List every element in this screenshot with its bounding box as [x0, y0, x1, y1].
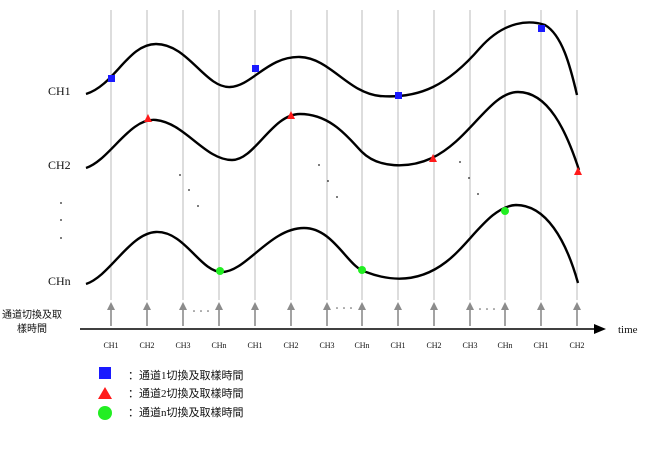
sampling-arrow — [537, 302, 545, 326]
chn-sample-marker — [216, 267, 224, 275]
legend-text-ch2: ：通道2切換及取樣時間 — [128, 386, 244, 400]
tick-label: CHn — [211, 341, 226, 350]
sampling-arrow — [466, 302, 474, 326]
ch1-sample-marker — [252, 65, 259, 72]
channel-ellipsis-dots — [60, 202, 62, 239]
tick-label: CHn — [354, 341, 369, 350]
sampling-arrow — [323, 302, 331, 326]
sampling-arrow — [430, 302, 438, 326]
diagonal-ellipsis-dots — [179, 161, 479, 207]
channel-label-ch1: CH1 — [48, 84, 71, 98]
legend-item-ch1: ：通道1切換及取樣時間 — [99, 367, 244, 382]
tick-label: CH1 — [533, 341, 548, 350]
ch1-sample-marker — [395, 92, 402, 99]
tick-label: CH3 — [175, 341, 190, 350]
legend-square-icon — [99, 367, 111, 379]
switch-sample-time-label: 通道切換及取 — [2, 308, 62, 321]
legend-circle-icon — [98, 406, 112, 420]
sampling-arrows — [107, 302, 581, 326]
sampling-arrow — [573, 302, 581, 326]
legend-item-chn: ：通道n切換及取樣時間 — [98, 405, 244, 420]
sampling-arrow — [143, 302, 151, 326]
tick-label: CH2 — [426, 341, 441, 350]
tick-label: CH2 — [569, 341, 584, 350]
ch1-sample-marker — [108, 75, 115, 82]
sampling-arrow — [215, 302, 223, 326]
ch2-sample-marker — [287, 111, 295, 119]
sampling-arrow — [501, 302, 509, 326]
tick-label: CH3 — [319, 341, 334, 350]
tick-label: CH3 — [462, 341, 477, 350]
tick-label: CH2 — [283, 341, 298, 350]
legend-text-ch1: ：通道1切換及取樣時間 — [128, 368, 244, 382]
channel-label-ch2: CH2 — [48, 158, 71, 172]
ch1-waveform — [85, 21, 579, 98]
ch1-sample-marker — [538, 25, 545, 32]
sampling-arrow — [287, 302, 295, 326]
chn-sample-marker — [358, 266, 366, 274]
legend-triangle-icon — [98, 387, 112, 399]
ch2-sample-marker — [144, 114, 152, 122]
legend-text-chn: ：通道n切換及取樣時間 — [128, 405, 244, 419]
sampling-arrow — [179, 302, 187, 326]
time-axis-tick-labels: CH1 CH2 CH3 CHn CH1 CH2 CH3 CHn CH1 CH2 … — [103, 341, 584, 350]
switch-sample-time-label: 樣時間 — [17, 322, 47, 335]
tick-label: CH1 — [103, 341, 118, 350]
tick-label: CH1 — [247, 341, 262, 350]
tick-label: CH2 — [139, 341, 154, 350]
legend-item-ch2: ：通道2切換及取樣時間 — [98, 386, 244, 400]
chn-sample-marker — [501, 207, 509, 215]
tick-label: CH1 — [390, 341, 405, 350]
sampling-arrow — [358, 302, 366, 326]
time-axis-label: time — [618, 324, 638, 336]
time-axis — [80, 324, 606, 334]
sampling-arrow — [107, 302, 115, 326]
legend: ：通道1切換及取樣時間 ：通道2切換及取樣時間 ：通道n切換及取樣時間 — [98, 367, 244, 420]
sampling-arrow — [251, 302, 259, 326]
sampling-arrow — [394, 302, 402, 326]
arrow-ellipsis-dots — [193, 307, 495, 312]
tick-label: CHn — [497, 341, 512, 350]
ch2-waveform — [85, 90, 581, 171]
ch2-sample-marker — [574, 167, 582, 175]
channel-label-chn: CHn — [48, 274, 71, 288]
ch2-sample-marker — [429, 154, 437, 162]
chn-waveform — [85, 203, 580, 286]
